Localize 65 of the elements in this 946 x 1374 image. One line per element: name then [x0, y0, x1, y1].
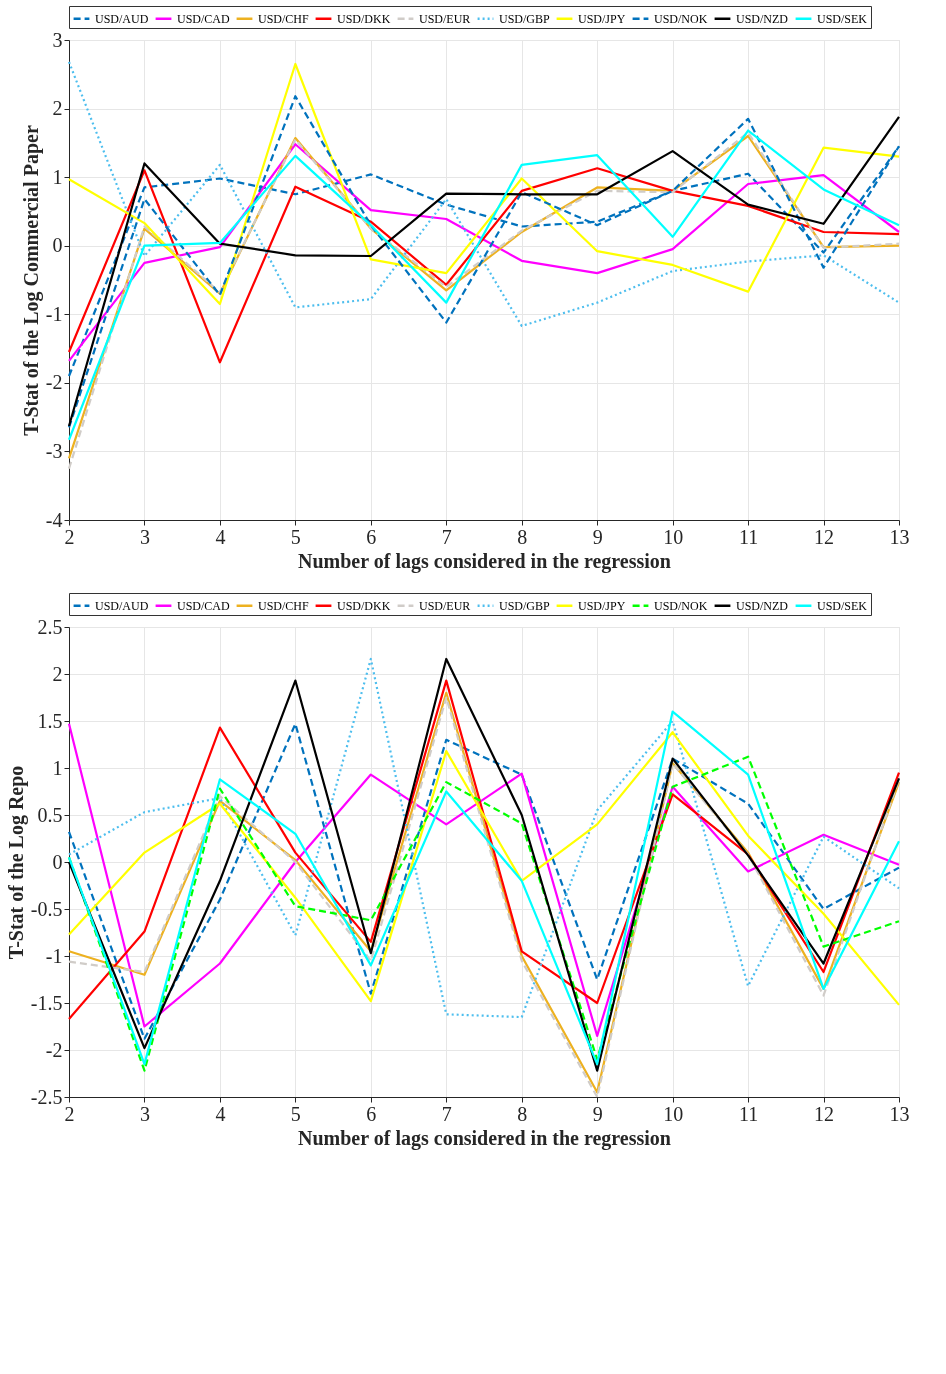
x-tick-label: 4: [215, 1102, 226, 1125]
y-tick-label: 2: [52, 662, 63, 685]
y-tick-label: 1.5: [37, 709, 63, 732]
x-tick-label: 8: [517, 1102, 528, 1125]
x-tick-label: 7: [441, 525, 452, 548]
y-tick-label: -4: [45, 508, 63, 531]
x-axis-title: Number of lags considered in the regression: [298, 1126, 671, 1150]
x-tick-label: 3: [139, 1102, 150, 1125]
y-tick-label: 3: [52, 28, 63, 51]
y-tick-label: -2: [45, 371, 63, 394]
legend-label: USD/DKK: [337, 11, 391, 26]
y-tick-label: 1: [52, 165, 63, 188]
y-tick-label: 2.5: [37, 615, 63, 638]
legend-label: USD/EUR: [419, 11, 471, 26]
y-tick-label: -1: [45, 302, 63, 325]
y-tick-label: 1: [52, 756, 63, 779]
x-axis-title: Number of lags considered in the regression: [298, 549, 671, 573]
x-tick-label: 13: [889, 1102, 910, 1125]
legend-label: USD/SEK: [817, 598, 868, 613]
y-tick-label: -1.5: [30, 991, 63, 1014]
legend-label: USD/EUR: [419, 598, 471, 613]
y-axis-title: T-Stat of the Log Commercial Paper: [19, 125, 43, 436]
legend-label: USD/NOK: [654, 11, 708, 26]
legend-label: USD/JPY: [578, 598, 626, 613]
x-tick-label: 5: [290, 1102, 301, 1125]
x-tick-label: 7: [441, 1102, 452, 1125]
legend-label: USD/AUD: [95, 598, 149, 613]
x-tick-label: 8: [517, 525, 528, 548]
x-tick-label: 12: [814, 525, 835, 548]
x-tick-label: 6: [366, 1102, 377, 1125]
y-tick-label: 2: [52, 97, 63, 120]
legend-label: USD/SEK: [817, 11, 868, 26]
legend-label: USD/JPY: [578, 11, 626, 26]
x-tick-label: 5: [290, 525, 301, 548]
legend-label: USD/NZD: [736, 598, 789, 613]
x-tick-label: 10: [663, 1102, 684, 1125]
y-tick-label: -3: [45, 439, 63, 462]
legend-label: USD/GBP: [499, 598, 551, 613]
legend-label: USD/AUD: [95, 11, 149, 26]
x-tick-label: 6: [366, 525, 377, 548]
x-tick-label: 11: [738, 1102, 759, 1125]
x-tick-label: 4: [215, 525, 226, 548]
y-tick-label: -2: [45, 1038, 63, 1061]
x-tick-label: 3: [139, 525, 150, 548]
y-tick-label: 0.5: [37, 803, 63, 826]
x-tick-label: 10: [663, 525, 684, 548]
legend-label: USD/CAD: [177, 598, 231, 613]
x-tick-label: 9: [592, 1102, 603, 1125]
x-tick-label: 9: [592, 525, 603, 548]
y-axis-title: T-Stat of the Log Repo: [4, 765, 28, 960]
legend-label: USD/CHF: [258, 598, 310, 613]
legend-label: USD/CHF: [258, 11, 310, 26]
legend-label: USD/NOK: [654, 598, 708, 613]
y-tick-label: -2.5: [30, 1085, 63, 1108]
x-tick-label: 11: [738, 525, 759, 548]
legend-label: USD/CAD: [177, 11, 231, 26]
y-tick-label: -0.5: [30, 897, 63, 920]
legend-label: USD/NZD: [736, 11, 789, 26]
x-tick-label: 13: [889, 525, 910, 548]
x-tick-label: 12: [814, 1102, 835, 1125]
legend-label: USD/GBP: [499, 11, 551, 26]
y-tick-label: 0: [52, 850, 63, 873]
legend-label: USD/DKK: [337, 598, 391, 613]
y-tick-label: 0: [52, 234, 63, 257]
y-tick-label: -1: [45, 944, 63, 967]
